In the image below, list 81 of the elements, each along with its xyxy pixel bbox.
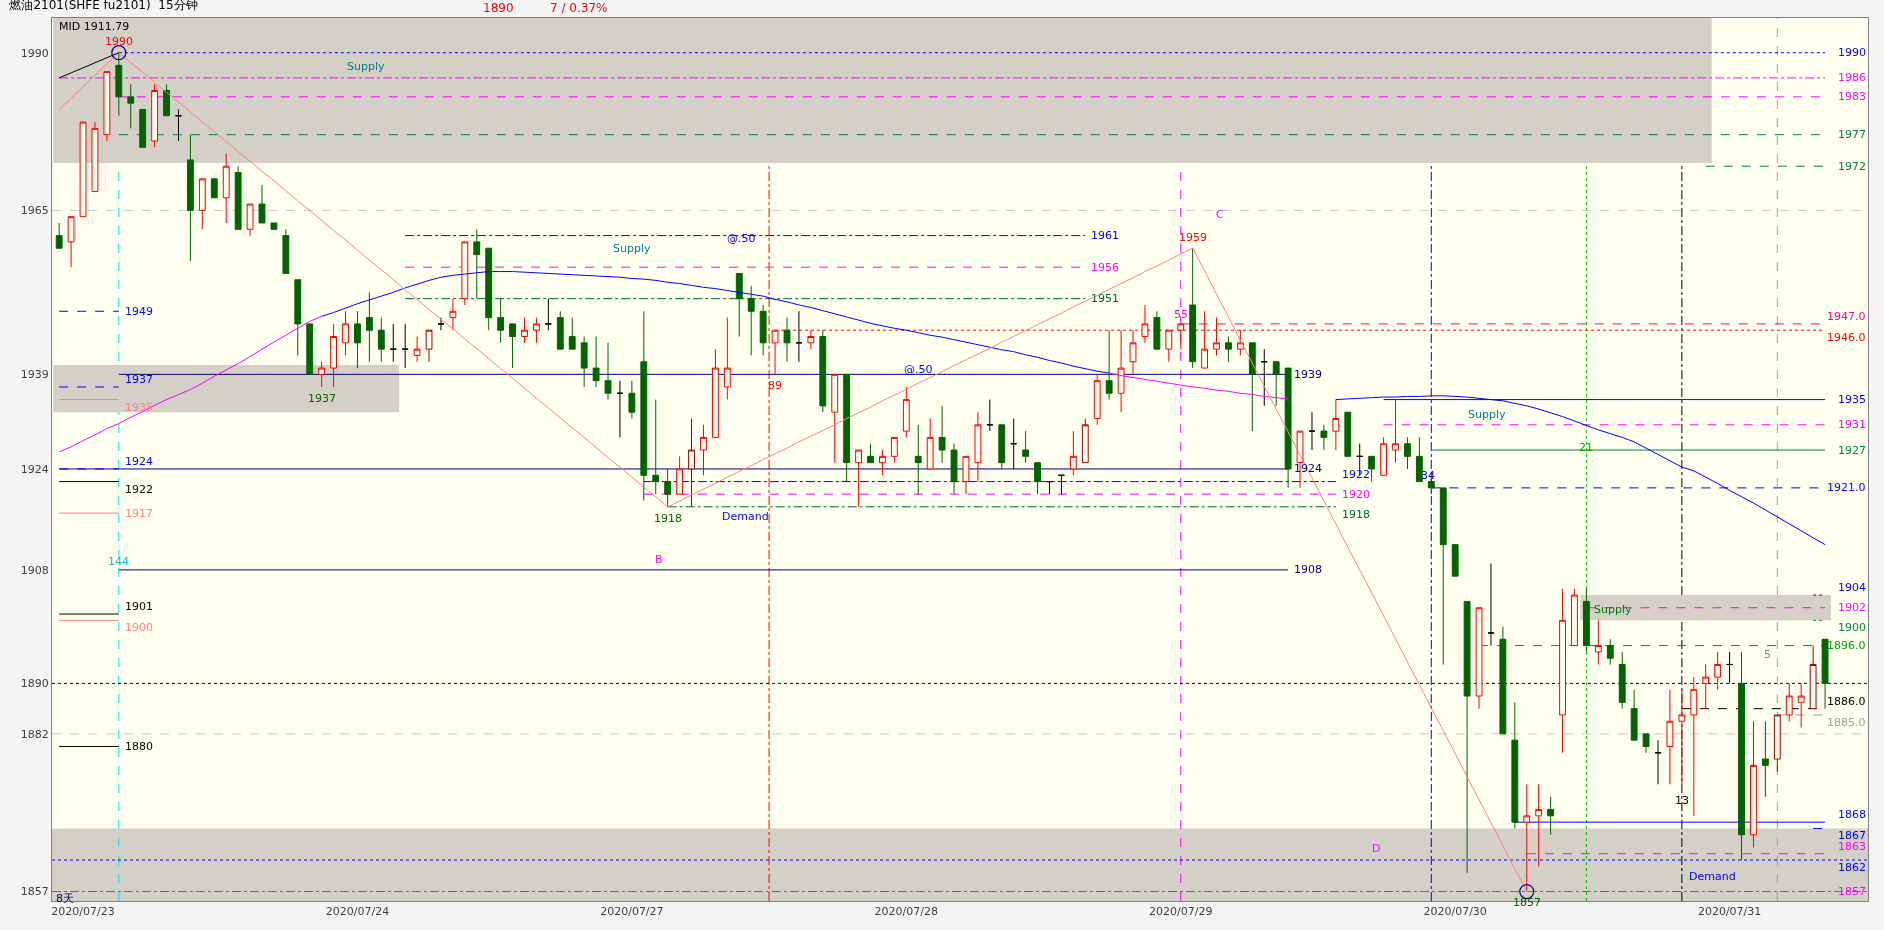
- ref-line-label: 1931: [1838, 418, 1866, 431]
- ref-line-label: 1920: [1342, 488, 1370, 501]
- y-tick-label: 1882: [20, 727, 49, 741]
- annotation: @.50: [904, 363, 933, 376]
- annotation: @.50: [727, 232, 756, 245]
- x-tick-label: 2020/07/23: [51, 905, 115, 919]
- annotation: D: [1372, 842, 1381, 855]
- x-tick-label: 2020/07/31: [1697, 905, 1762, 919]
- y-tick-label: 1990: [20, 46, 49, 60]
- ref-line-label: 1904: [1838, 581, 1866, 594]
- ref-line-label: 1946.0: [1827, 331, 1866, 344]
- annotation: 8天: [56, 892, 74, 905]
- y-tick-label: 1939: [20, 368, 49, 382]
- ref-line-label: 1918: [1342, 508, 1370, 521]
- ref-line-label: 1896.0: [1827, 639, 1866, 652]
- ref-line-label: 1937: [125, 373, 153, 386]
- ref-line-label: 1927: [1838, 444, 1866, 457]
- annotation: Supply: [1594, 603, 1632, 616]
- text: 1890: [483, 1, 514, 15]
- ref-line-label: 1939: [1294, 368, 1322, 381]
- annotation: 1857: [1513, 896, 1541, 909]
- chart-title: 燃油2101(SHFE fu2101) 15分钟: [9, 0, 198, 13]
- ref-line-label: 1868: [1838, 808, 1866, 821]
- y-tick-label: 1857: [20, 885, 49, 899]
- ref-line-label: 1935: [125, 401, 153, 414]
- ref-line-label: 1972: [1838, 160, 1866, 173]
- y-tick-label: 1924: [20, 462, 49, 476]
- annotation: 1990: [105, 35, 133, 48]
- annotation: Supply: [1468, 408, 1506, 421]
- annotation: 21: [1579, 441, 1593, 454]
- y-tick-label: 1890: [20, 677, 49, 691]
- ref-line-label: 1900: [125, 621, 153, 634]
- x-tick-label: 2020/07/24: [325, 905, 390, 919]
- ref-line-label: 1986: [1838, 71, 1866, 84]
- ref-line-label: 1900: [1838, 621, 1866, 634]
- annotation: 1959: [1179, 231, 1207, 244]
- ref-line-label: 1922: [1342, 468, 1370, 481]
- y-tick-label: 1965: [20, 204, 49, 218]
- ref-line-label: 1908: [1294, 563, 1322, 576]
- annotation: C: [1216, 208, 1224, 221]
- ref-line-label: 1935: [1838, 393, 1866, 406]
- annotation: Demand: [722, 510, 769, 523]
- ref-line-label: 1886.0: [1827, 695, 1866, 708]
- annotation: 1918: [654, 512, 682, 525]
- annotation: Demand: [1689, 870, 1736, 883]
- annotation: Supply: [347, 60, 385, 73]
- ref-line-label: 1956: [1091, 261, 1119, 274]
- ref-line-label: 1863: [1838, 840, 1866, 853]
- ref-line-label: 1983: [1838, 90, 1866, 103]
- ref-line-label: 1922: [125, 483, 153, 496]
- ref-line-label: 1917: [125, 507, 153, 520]
- ref-line-label: 1977: [1838, 128, 1866, 141]
- x-tick-label: 2020/07/29: [1149, 905, 1213, 919]
- ref-line-label: 1885.0: [1827, 716, 1866, 729]
- ref-line-label: 1880: [125, 740, 153, 753]
- annotation: MID 1911.79: [59, 20, 130, 33]
- text: 7 / 0.37%: [550, 1, 608, 15]
- ref-line-label: 1867: [1838, 829, 1866, 842]
- annotation: Supply: [613, 242, 651, 255]
- ref-line-label: 1990: [1838, 46, 1866, 59]
- ref-line-label: 1949: [125, 305, 153, 318]
- ref-line-label: 1924: [1294, 462, 1322, 475]
- y-tick-label: 1908: [20, 563, 49, 577]
- ref-line-label: 1947.0: [1827, 310, 1866, 323]
- ref-line-label: 1951: [1091, 292, 1119, 305]
- annotation: 55: [1174, 308, 1188, 321]
- x-tick-label: 2020/07/30: [1423, 905, 1487, 919]
- annotation: 89: [768, 379, 782, 392]
- ref-line-label: 1921.0: [1827, 481, 1866, 494]
- annotation: 13: [1675, 794, 1689, 807]
- annotation: 144: [108, 555, 129, 568]
- x-tick-label: 2020/07/27: [600, 905, 664, 919]
- annotation: 5: [1764, 648, 1771, 661]
- ref-line-label: 1902: [1838, 601, 1866, 614]
- annotation: B: [655, 553, 663, 566]
- annotation: 1937: [308, 392, 336, 405]
- ref-line-label: 1924: [125, 455, 153, 468]
- ref-line-label: 1862: [1838, 861, 1866, 874]
- x-tick-label: 2020/07/28: [874, 905, 939, 919]
- ref-line-label: 1961: [1091, 229, 1119, 242]
- ref-line-label: 1901: [125, 600, 153, 613]
